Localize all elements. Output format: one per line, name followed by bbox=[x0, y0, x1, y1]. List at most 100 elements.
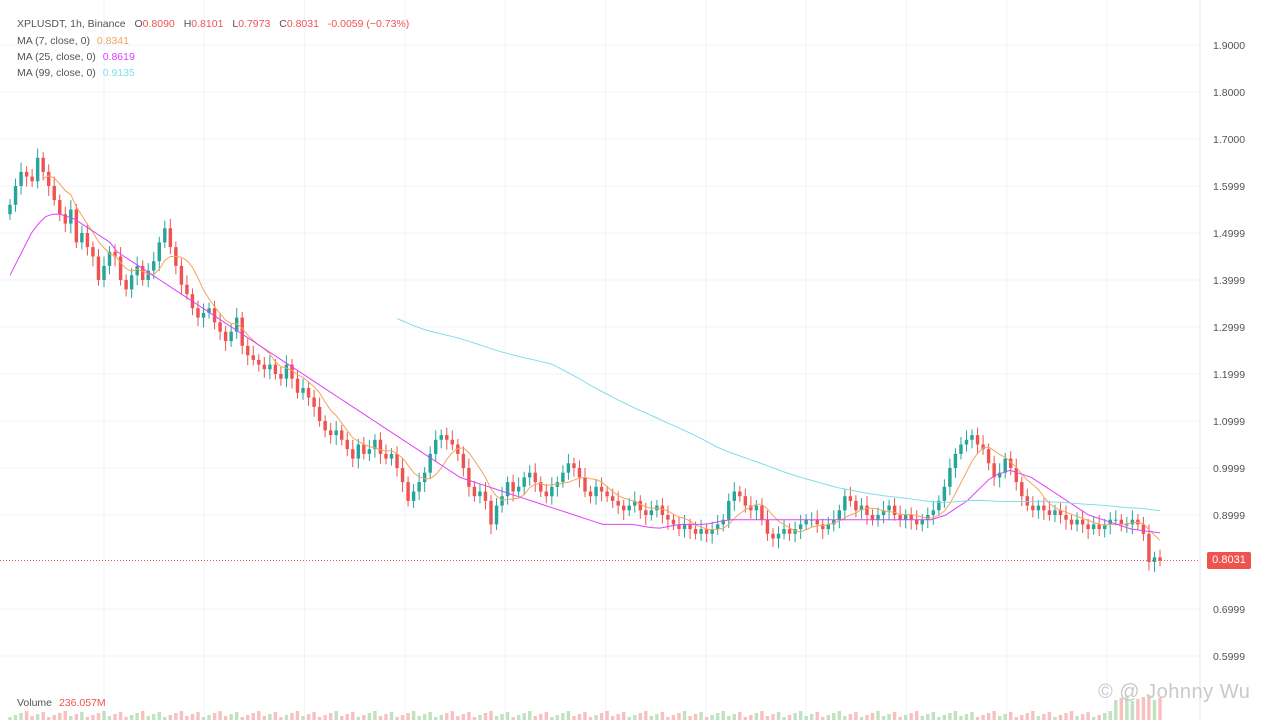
volume-bar bbox=[1058, 715, 1063, 720]
candle-down bbox=[185, 284, 189, 295]
candle-down bbox=[273, 364, 278, 374]
volume-bar bbox=[152, 714, 156, 720]
volume-bar bbox=[301, 716, 305, 720]
candle-up bbox=[970, 435, 974, 440]
volume-bar bbox=[1031, 711, 1035, 720]
candle-down bbox=[865, 505, 869, 515]
candle-down bbox=[605, 491, 609, 497]
volume-bar bbox=[196, 712, 200, 720]
volume-bar bbox=[1042, 714, 1046, 720]
y-axis-tick-label: 0.5999 bbox=[1213, 651, 1245, 663]
candle-up bbox=[1125, 524, 1129, 526]
candle-up bbox=[157, 242, 161, 262]
volume-bar bbox=[539, 714, 543, 720]
y-axis-tick-label: 1.4999 bbox=[1213, 228, 1245, 240]
candle-down bbox=[212, 308, 217, 323]
candle-up bbox=[229, 331, 233, 342]
candle-down bbox=[445, 435, 449, 440]
candle-up bbox=[710, 529, 714, 534]
candle-up bbox=[80, 233, 84, 243]
candle-up bbox=[627, 505, 631, 511]
volume-bar bbox=[826, 715, 830, 720]
volume-bar bbox=[721, 711, 725, 720]
candle-down bbox=[1042, 505, 1046, 511]
candle-down bbox=[461, 453, 466, 468]
candle-down bbox=[91, 247, 95, 257]
high-key: H bbox=[183, 18, 192, 30]
high-value: 0.8101 bbox=[191, 18, 224, 30]
volume-bar bbox=[1130, 701, 1135, 720]
volume-bar bbox=[594, 715, 598, 720]
volume-bar bbox=[655, 714, 659, 720]
candle-up bbox=[997, 472, 1002, 478]
volume-bar bbox=[41, 712, 45, 720]
volume-bar bbox=[279, 717, 283, 720]
candle-down bbox=[660, 505, 665, 515]
volume-bar bbox=[328, 713, 333, 720]
volume-bar bbox=[727, 716, 731, 720]
candle-up bbox=[334, 430, 338, 436]
volume-bar bbox=[91, 715, 95, 720]
volume-bar bbox=[13, 715, 18, 720]
volume-bar bbox=[715, 713, 720, 720]
volume-bar bbox=[760, 711, 764, 720]
candle-down bbox=[1097, 524, 1101, 530]
volume-bar bbox=[251, 713, 255, 720]
candle-up bbox=[1114, 519, 1118, 521]
candle-up bbox=[903, 515, 908, 520]
volume-bar bbox=[246, 715, 250, 720]
candle-down bbox=[378, 439, 383, 454]
candle-down bbox=[1141, 524, 1146, 534]
volume-bar bbox=[24, 711, 29, 720]
volume-bar bbox=[373, 711, 377, 720]
candle-up bbox=[527, 472, 532, 478]
volume-bar bbox=[19, 713, 23, 720]
volume-bar bbox=[80, 712, 84, 720]
volume-bar bbox=[804, 716, 808, 720]
volume-bar bbox=[970, 712, 974, 720]
candle-down bbox=[395, 453, 399, 468]
low-value: 0.7973 bbox=[238, 18, 271, 30]
candle-down bbox=[621, 505, 626, 511]
candle-down bbox=[787, 529, 792, 534]
volume-bar bbox=[693, 714, 698, 720]
candle-down bbox=[898, 515, 902, 520]
volume-bar bbox=[704, 717, 709, 720]
last-price-tag: 0.8031 bbox=[1207, 552, 1251, 569]
candle-down bbox=[743, 496, 748, 506]
y-axis-tick-label: 1.5999 bbox=[1213, 181, 1245, 193]
volume-bar bbox=[334, 711, 338, 720]
volume-bar bbox=[743, 717, 748, 720]
candle-down bbox=[196, 308, 200, 318]
volume-bar bbox=[135, 713, 139, 720]
volume-bar bbox=[35, 714, 40, 720]
candle-up bbox=[798, 524, 803, 530]
candle-down bbox=[30, 176, 34, 182]
volume-bar bbox=[732, 714, 736, 720]
candle-up bbox=[163, 228, 167, 243]
volume-bar bbox=[981, 715, 985, 720]
volume-bar bbox=[644, 711, 648, 720]
candle-up bbox=[732, 491, 736, 501]
candle-down bbox=[483, 491, 488, 501]
volume-bar bbox=[8, 717, 12, 720]
candle-down bbox=[24, 171, 29, 177]
volume-bar bbox=[1080, 714, 1085, 720]
candle-down bbox=[306, 388, 311, 398]
volume-bar bbox=[201, 717, 206, 720]
candle-up bbox=[13, 186, 18, 205]
candle-up bbox=[727, 500, 731, 520]
candle-down bbox=[815, 519, 819, 525]
y-axis-tick-label: 1.9000 bbox=[1213, 40, 1245, 52]
volume-bar bbox=[821, 717, 825, 720]
candle-down bbox=[1069, 519, 1074, 525]
volume-bar bbox=[1003, 714, 1007, 720]
candle-down bbox=[257, 359, 261, 365]
volume-bar bbox=[561, 713, 565, 720]
open-key: O bbox=[134, 18, 143, 30]
ma7-legend: MA (7, close, 0) 0.8341 bbox=[17, 35, 129, 47]
volume-bar bbox=[765, 716, 770, 720]
candle-up bbox=[550, 486, 554, 497]
